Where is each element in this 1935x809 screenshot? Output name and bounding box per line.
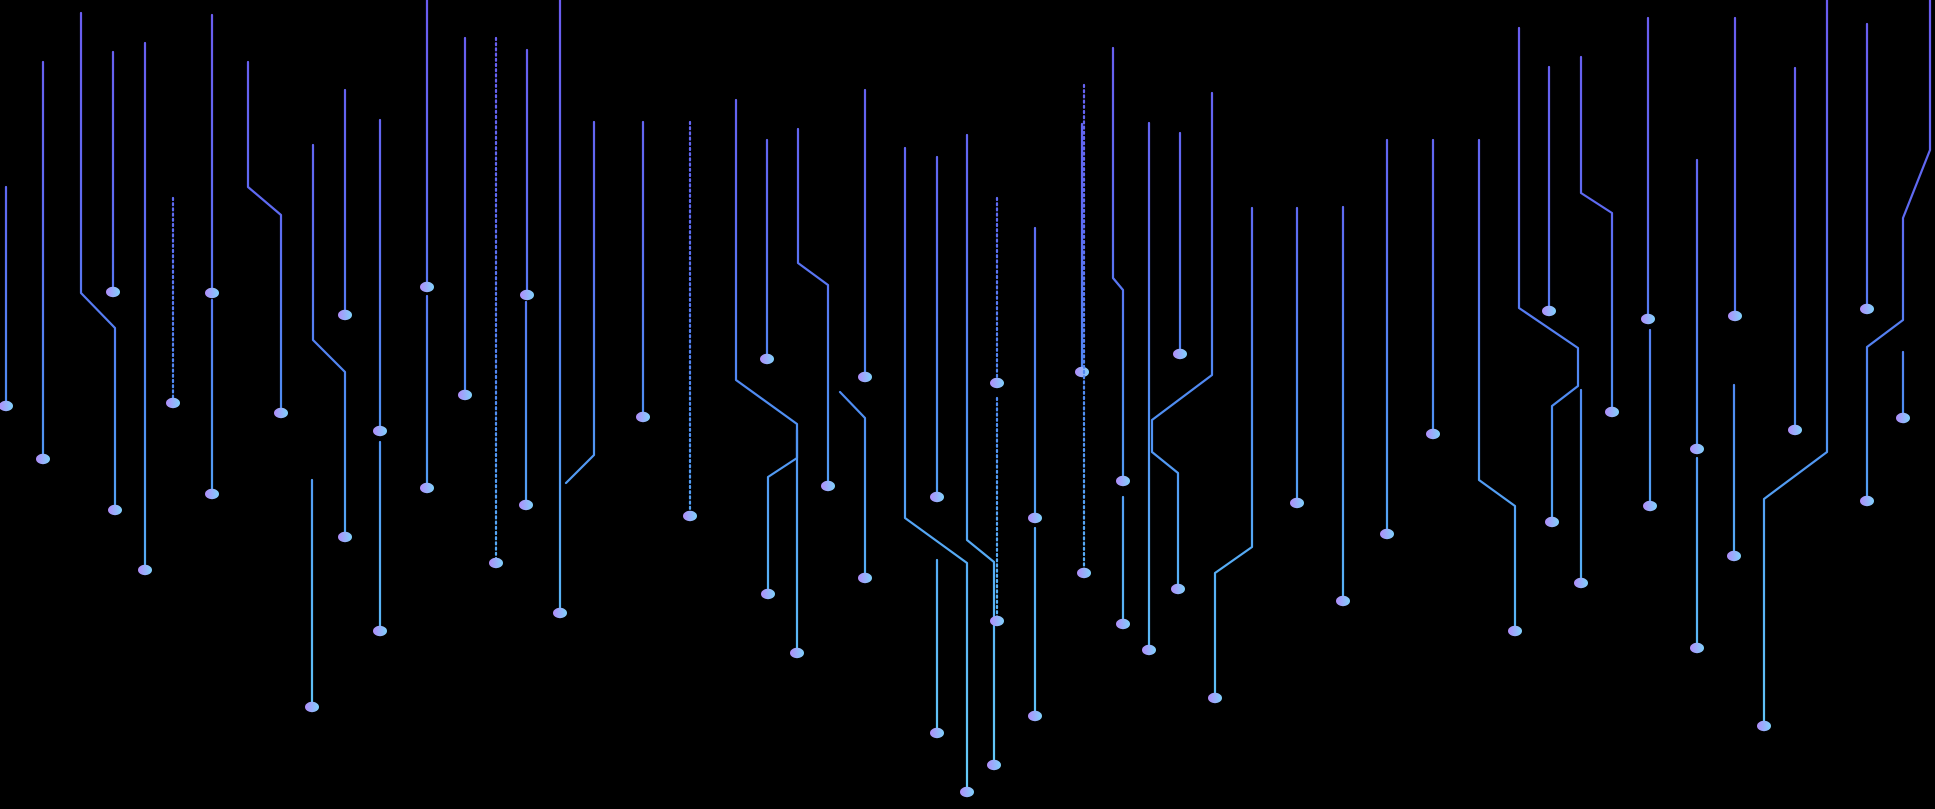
trace-endpoint-dot	[520, 289, 534, 301]
circuit-trace	[1865, 0, 1932, 501]
trace-endpoint-dot	[1336, 595, 1350, 607]
circuit-trace	[564, 120, 596, 485]
trace-endpoint-dot	[1028, 512, 1042, 524]
circuit-trace	[1517, 26, 1580, 522]
trace-endpoint-dot	[1728, 310, 1742, 322]
trace-endpoint-dot	[305, 701, 319, 713]
trace-endpoint-dot	[420, 482, 434, 494]
trace-endpoint-dot	[373, 625, 387, 637]
circuit-trace	[838, 390, 867, 578]
trace-endpoint-dot	[1690, 443, 1704, 455]
circuit-trace	[1111, 46, 1125, 481]
trace-endpoint-dot	[761, 588, 775, 600]
circuit-trace	[766, 428, 799, 594]
trace-endpoint-dot	[821, 480, 835, 492]
trace-endpoint-dot	[36, 453, 50, 465]
trace-endpoint-dot	[166, 397, 180, 409]
circuit-trace	[1579, 55, 1614, 412]
trace-endpoint-dot	[636, 411, 650, 423]
trace-endpoint-dot	[683, 510, 697, 522]
trace-endpoint-dot	[274, 407, 288, 419]
trace-endpoint-dot	[960, 786, 974, 798]
trace-endpoint-dot	[1208, 692, 1222, 704]
trace-endpoint-dot	[930, 727, 944, 739]
trace-endpoint-dot	[106, 286, 120, 298]
circuit-trace	[1477, 138, 1517, 631]
trace-endpoint-dot	[1380, 528, 1394, 540]
circuit-trace	[734, 98, 799, 653]
circuit-trace	[903, 146, 969, 792]
trace-endpoint-dot	[790, 647, 804, 659]
trace-endpoint-dot	[987, 759, 1001, 771]
trace-endpoint-dot	[1643, 500, 1657, 512]
circuit-trace	[965, 133, 996, 765]
trace-endpoint-dot	[1028, 710, 1042, 722]
trace-endpoint-dot	[1173, 348, 1187, 360]
circuit-trace	[1150, 91, 1214, 589]
circuit-trace	[311, 143, 347, 537]
circuit-trace	[79, 11, 117, 510]
trace-endpoint-dot	[1508, 625, 1522, 637]
trace-endpoint-dot	[1757, 720, 1771, 732]
trace-endpoint-dot	[338, 531, 352, 543]
trace-endpoint-dot	[1116, 475, 1130, 487]
trace-endpoint-dot	[553, 607, 567, 619]
trace-endpoint-dot	[138, 564, 152, 576]
trace-endpoint-dot	[930, 491, 944, 503]
trace-endpoint-dot	[338, 309, 352, 321]
trace-endpoint-dot	[205, 287, 219, 299]
trace-endpoint-dot	[205, 488, 219, 500]
trace-endpoint-dot	[1605, 406, 1619, 418]
trace-endpoint-dot	[1077, 567, 1091, 579]
trace-endpoint-dot	[1116, 618, 1130, 630]
circuit-trace	[1213, 206, 1254, 698]
trace-endpoint-dot	[990, 615, 1004, 627]
trace-endpoint-dot	[458, 389, 472, 401]
trace-endpoint-dot	[373, 425, 387, 437]
trace-endpoint-dot	[1542, 305, 1556, 317]
trace-endpoint-dot	[1727, 550, 1741, 562]
trace-endpoint-dot	[1075, 366, 1089, 378]
trace-endpoint-dot	[108, 504, 122, 516]
trace-endpoint-dot	[489, 557, 503, 569]
circuit-trace	[796, 127, 830, 486]
trace-endpoint-dot	[1690, 642, 1704, 654]
trace-endpoint-dot	[990, 377, 1004, 389]
trace-endpoint-dot	[760, 353, 774, 365]
trace-endpoint-dot	[858, 371, 872, 383]
trace-endpoint-dot	[0, 400, 13, 412]
trace-endpoint-dot	[420, 281, 434, 293]
trace-endpoint-dot	[1788, 424, 1802, 436]
trace-endpoint-dot	[1641, 313, 1655, 325]
trace-endpoint-dot	[1896, 412, 1910, 424]
circuit-trace	[246, 60, 283, 413]
trace-endpoint-dot	[858, 572, 872, 584]
trace-endpoint-dot	[1545, 516, 1559, 528]
trace-endpoint-dot	[519, 499, 533, 511]
trace-endpoint-dot	[1171, 583, 1185, 595]
trace-endpoint-dot	[1142, 644, 1156, 656]
trace-endpoint-dot	[1860, 303, 1874, 315]
circuit-trace	[1762, 0, 1829, 726]
trace-endpoint-dot	[1860, 495, 1874, 507]
trace-endpoint-dot	[1574, 577, 1588, 589]
trace-endpoint-dot	[1426, 428, 1440, 440]
trace-endpoint-dot	[1290, 497, 1304, 509]
